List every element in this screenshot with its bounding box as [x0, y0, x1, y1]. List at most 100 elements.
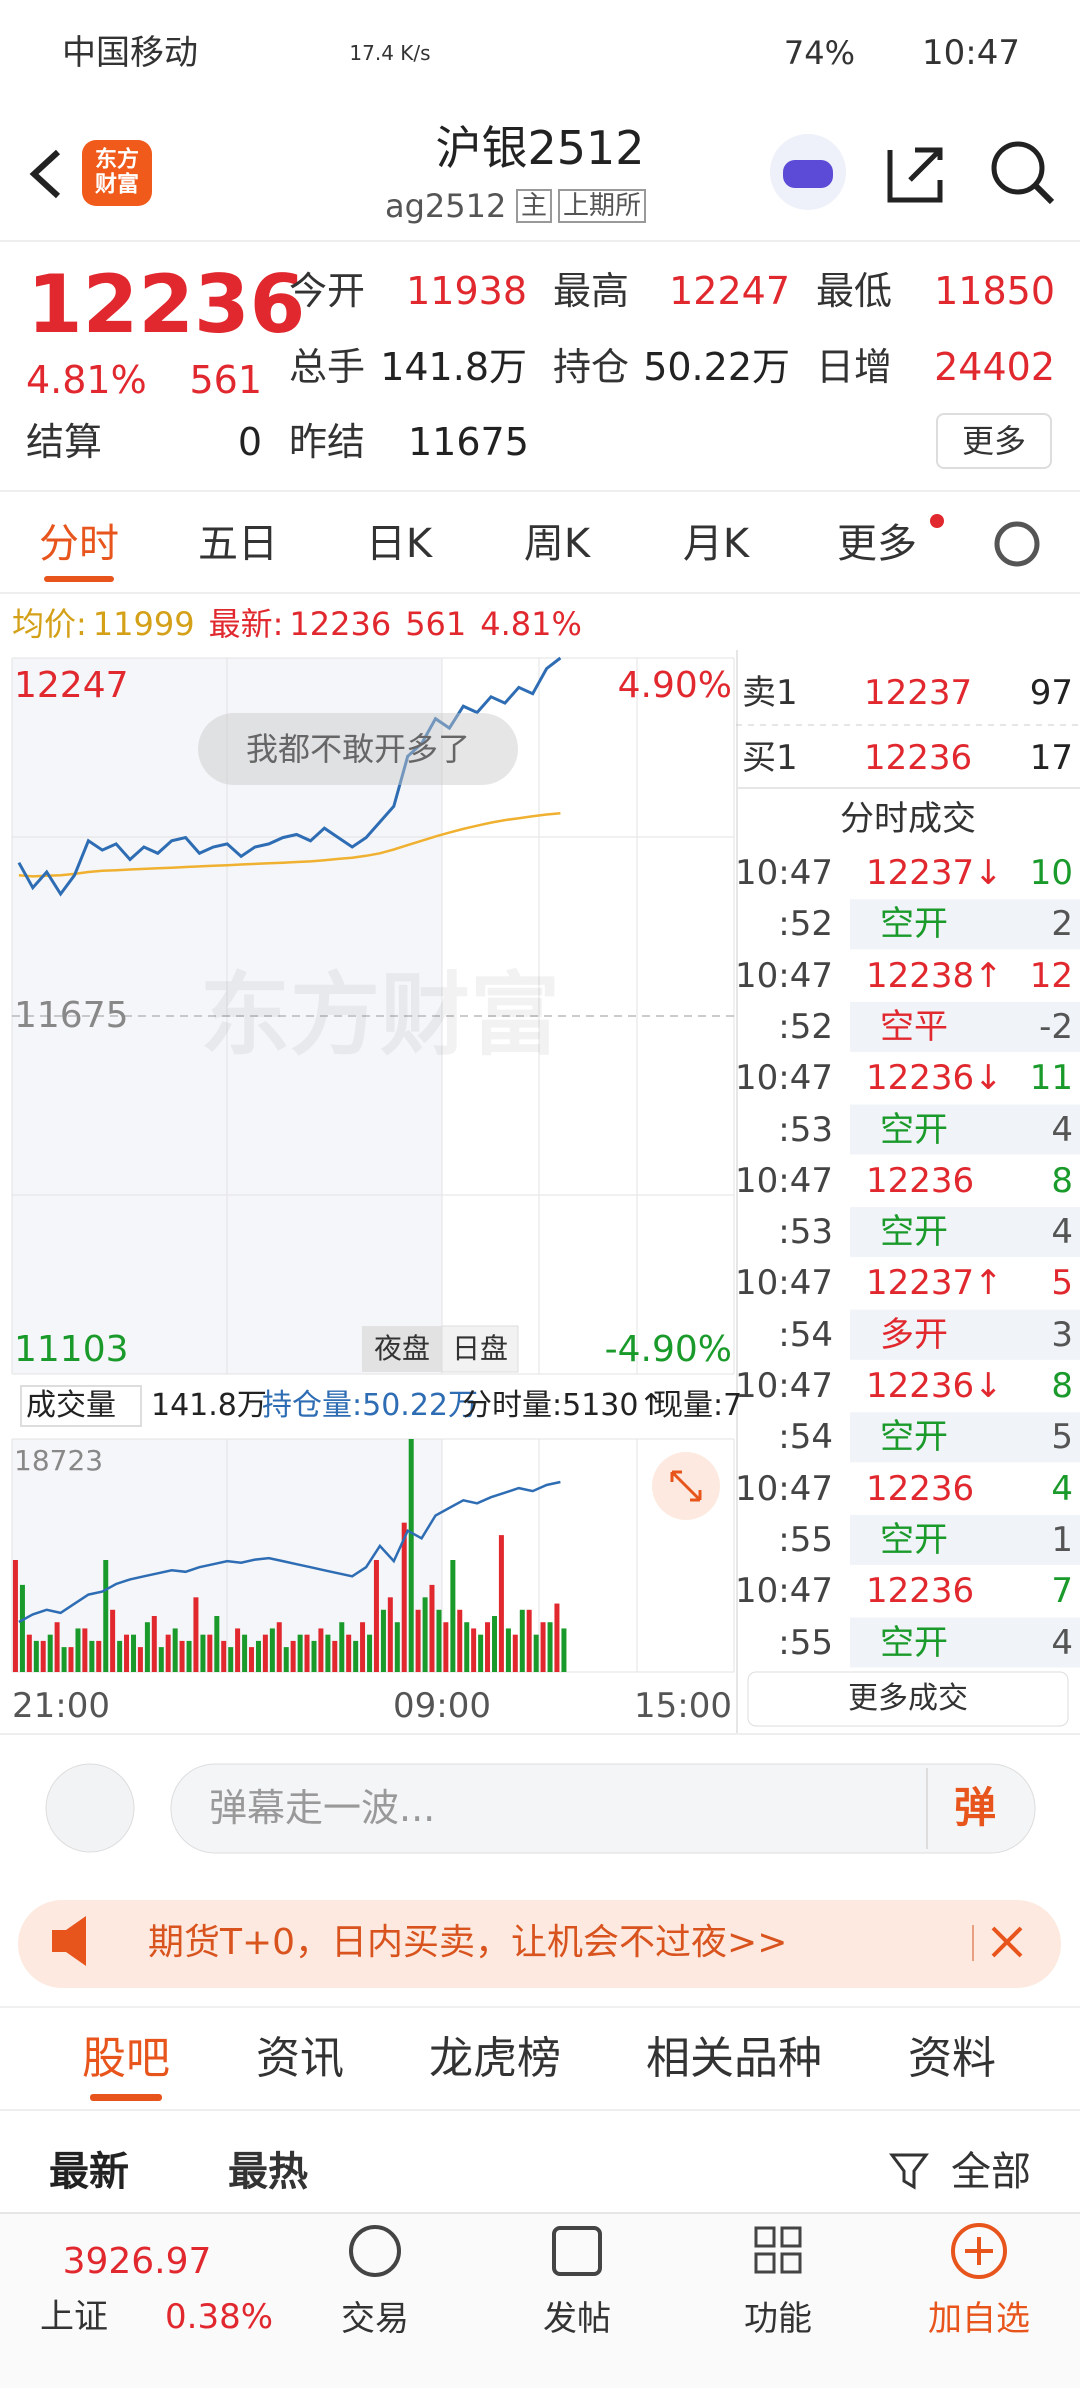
- summary-last: 12236: [289, 605, 392, 643]
- x-label: 21:00: [12, 1686, 110, 1726]
- summary-avg-label: 均价:: [12, 605, 87, 643]
- session-tab[interactable]: 日盘: [451, 1332, 509, 1365]
- more-trades-bg: [747, 1671, 1069, 1727]
- tag: 主: [516, 189, 553, 223]
- back-icon[interactable]: [29, 149, 61, 199]
- volume-bar: [137, 1647, 143, 1672]
- volume-bar: [82, 1628, 88, 1672]
- trade-text: 空开: [880, 1109, 948, 1150]
- banner-text[interactable]: 期货T+0，日内买卖，让机会不过夜>>: [148, 1922, 788, 1963]
- trade-text: 12238↑: [866, 955, 1003, 996]
- trade-qty: 1: [1051, 1519, 1073, 1560]
- volume-bar: [380, 1609, 386, 1672]
- nav-item[interactable]: 功能: [744, 2299, 812, 2339]
- trade-text: 12236: [866, 1468, 975, 1509]
- field-label: 日增: [816, 345, 893, 389]
- volume-bar: [117, 1640, 123, 1672]
- content-tab[interactable]: 资讯: [256, 2033, 344, 2084]
- chart-tab[interactable]: 月K: [682, 521, 750, 567]
- volume-bar: [221, 1640, 227, 1672]
- book-qty: 17: [1029, 738, 1073, 778]
- volume-bar: [255, 1640, 261, 1672]
- bubble-bg: [198, 713, 518, 785]
- chart-tab[interactable]: 日K: [365, 521, 433, 567]
- trade-qty: 2: [1051, 904, 1073, 945]
- nav-item[interactable]: 发帖: [543, 2299, 611, 2339]
- content-tab[interactable]: 龙虎榜: [429, 2033, 561, 2084]
- volume-bar: [478, 1634, 484, 1672]
- volume-bar: [512, 1634, 518, 1672]
- row-bg: [850, 1001, 1080, 1052]
- bubble-text: 我都不敢开多了: [245, 730, 471, 768]
- nav-item[interactable]: 加自选: [928, 2299, 1030, 2339]
- share-icon[interactable]: [887, 147, 943, 203]
- volume-bar: [200, 1634, 206, 1672]
- trade-time: 10:47: [735, 853, 833, 893]
- session-tab[interactable]: 夜盘: [373, 1332, 431, 1365]
- volume-bar: [40, 1640, 46, 1672]
- field-value: 12247: [669, 269, 790, 313]
- banner[interactable]: [18, 1900, 1061, 1988]
- trade-time: :53: [778, 1109, 833, 1150]
- top-pct: 4.90%: [617, 665, 732, 706]
- nav-item[interactable]: 交易: [341, 2299, 409, 2339]
- volume-bar: [68, 1647, 74, 1672]
- x-label: 09:00: [393, 1686, 491, 1726]
- close-icon[interactable]: [991, 1926, 1023, 1958]
- volume-bar: [436, 1609, 442, 1672]
- sort-tab[interactable]: 最新: [49, 2149, 129, 2195]
- volume-bar: [172, 1628, 178, 1672]
- current-volume: 现量:7: [653, 1388, 743, 1423]
- volume-bar: [248, 1647, 254, 1672]
- summary-last-label: 最新:: [208, 605, 284, 643]
- field-value: 50.22万: [643, 345, 790, 389]
- settings-icon[interactable]: [994, 521, 1040, 567]
- more-button[interactable]: 更多: [935, 413, 1053, 469]
- trade-time: :55: [778, 1622, 833, 1663]
- chart-tab[interactable]: 分时: [39, 521, 119, 567]
- trade-time: :55: [778, 1519, 833, 1560]
- volume-bar: [47, 1634, 53, 1672]
- book-price: 12237: [864, 673, 973, 713]
- content-tab[interactable]: 相关品种: [646, 2033, 822, 2084]
- watermark: 东方财富: [200, 963, 560, 1068]
- row-bg: [850, 1309, 1080, 1360]
- row-bg: [850, 1514, 1080, 1565]
- y-max-label: 12247: [14, 665, 129, 706]
- danmu-button[interactable]: 弹: [953, 1783, 997, 1832]
- trade-time: 10:47: [735, 1366, 833, 1406]
- volume-bar: [269, 1628, 275, 1672]
- comment-input[interactable]: [170, 1763, 1036, 1854]
- filter-icon: [889, 2153, 929, 2190]
- chart-tab[interactable]: 周K: [523, 521, 591, 567]
- volume-bar: [297, 1634, 303, 1672]
- trade-qty: 5: [1051, 1263, 1073, 1304]
- more-trades[interactable]: 更多成交: [848, 1681, 968, 1716]
- book-side: 卖1: [742, 673, 798, 713]
- trades-title: 分时成交: [840, 799, 976, 839]
- trade-text: 空开: [880, 1212, 948, 1253]
- trade-text: 12236: [866, 1160, 975, 1201]
- comment-placeholder[interactable]: 弹幕走一波...: [209, 1786, 436, 1830]
- volume-bar: [457, 1609, 463, 1672]
- chart-tab[interactable]: 五日: [198, 521, 278, 567]
- trade-time: 10:47: [735, 1263, 833, 1304]
- session-bg: [362, 1326, 442, 1372]
- field-label: 总手: [289, 345, 366, 389]
- content-tab[interactable]: 资料: [908, 2033, 996, 2084]
- volume-bar: [540, 1622, 546, 1672]
- field-label: 昨结: [289, 420, 366, 464]
- trade-qty: 5: [1051, 1417, 1073, 1458]
- comment-icon[interactable]: [45, 1763, 135, 1853]
- content-tab[interactable]: 股吧: [82, 2033, 170, 2084]
- volume-bar: [408, 1439, 414, 1672]
- sort-tab[interactable]: 最热: [228, 2149, 308, 2195]
- volume-total: 141.8万: [151, 1388, 267, 1423]
- filter[interactable]: 全部: [951, 2149, 1031, 2195]
- volume-bar: [158, 1647, 164, 1672]
- search-icon[interactable]: [991, 141, 1045, 195]
- chart-tab[interactable]: 更多: [837, 521, 917, 567]
- volume-bar: [450, 1559, 456, 1672]
- volume-selector[interactable]: 成交量: [20, 1385, 142, 1427]
- volume-bar: [485, 1622, 491, 1672]
